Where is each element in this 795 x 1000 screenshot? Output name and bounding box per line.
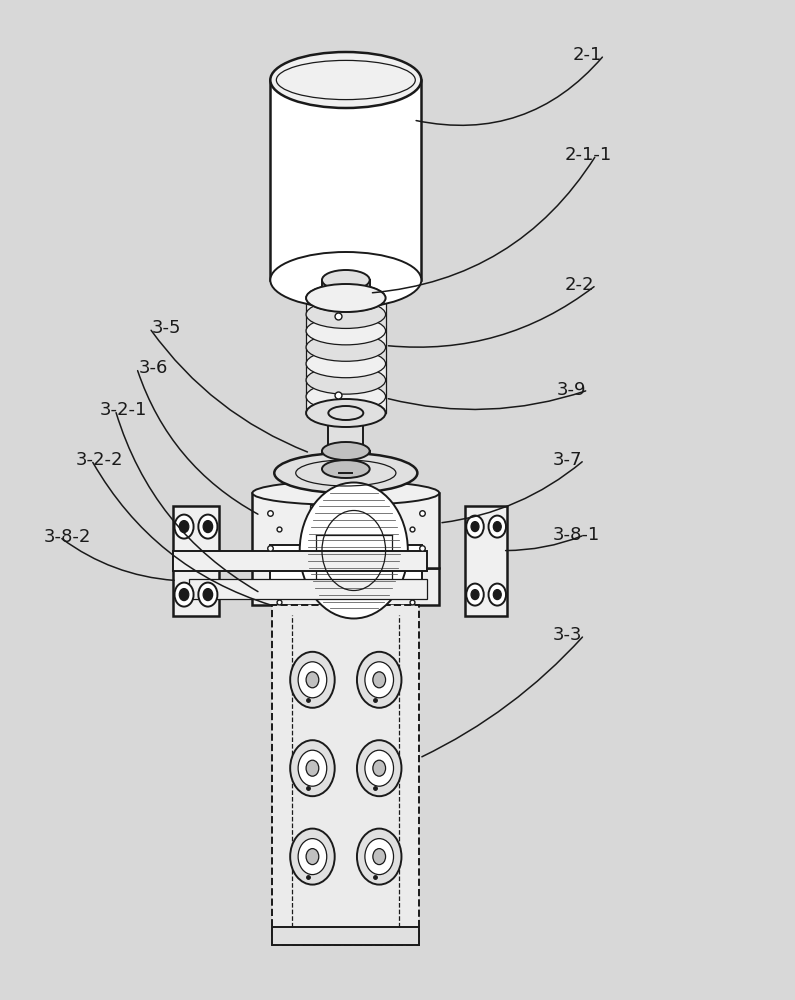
Bar — [310, 505, 382, 556]
Text: 3-9: 3-9 — [556, 381, 586, 399]
Bar — [272, 605, 420, 945]
Ellipse shape — [328, 406, 363, 420]
Ellipse shape — [290, 740, 335, 796]
Bar — [270, 80, 421, 280]
Bar — [189, 579, 427, 599]
Ellipse shape — [253, 481, 439, 505]
Ellipse shape — [290, 829, 335, 885]
Bar — [306, 314, 386, 331]
Ellipse shape — [306, 383, 386, 411]
Ellipse shape — [300, 483, 408, 618]
Ellipse shape — [365, 750, 394, 786]
Bar — [270, 545, 421, 586]
Bar — [328, 413, 363, 451]
Bar — [173, 506, 219, 616]
Ellipse shape — [274, 453, 417, 493]
Ellipse shape — [306, 333, 386, 361]
Text: 3-5: 3-5 — [152, 319, 181, 337]
Text: 3-8-1: 3-8-1 — [553, 526, 599, 544]
Ellipse shape — [322, 442, 370, 460]
Bar — [306, 380, 386, 397]
Ellipse shape — [306, 366, 386, 394]
Ellipse shape — [322, 270, 370, 290]
Bar — [306, 347, 386, 364]
Text: 3-6: 3-6 — [139, 359, 169, 377]
Ellipse shape — [493, 522, 501, 532]
Ellipse shape — [180, 521, 189, 533]
Ellipse shape — [365, 662, 394, 698]
Bar — [253, 568, 439, 605]
Ellipse shape — [357, 652, 401, 708]
Ellipse shape — [493, 590, 501, 600]
Ellipse shape — [203, 521, 213, 533]
Text: 3-3: 3-3 — [553, 626, 582, 644]
Ellipse shape — [306, 760, 319, 776]
Ellipse shape — [466, 584, 483, 606]
Text: 3-7: 3-7 — [553, 451, 582, 469]
Ellipse shape — [328, 444, 363, 458]
Ellipse shape — [306, 284, 386, 312]
Ellipse shape — [198, 583, 217, 607]
Ellipse shape — [373, 672, 386, 688]
Text: 3-2-1: 3-2-1 — [99, 401, 147, 419]
Ellipse shape — [357, 740, 401, 796]
Ellipse shape — [306, 284, 386, 312]
Ellipse shape — [471, 590, 479, 600]
Bar — [173, 551, 427, 571]
Text: 3-2-2: 3-2-2 — [76, 451, 123, 469]
Ellipse shape — [306, 317, 386, 345]
Bar — [306, 298, 386, 314]
Ellipse shape — [306, 399, 386, 427]
Bar — [306, 331, 386, 347]
Ellipse shape — [198, 515, 217, 539]
Ellipse shape — [298, 662, 327, 698]
Text: 3-8-2: 3-8-2 — [44, 528, 91, 546]
Bar — [322, 280, 370, 298]
Ellipse shape — [488, 584, 506, 606]
Bar — [306, 298, 386, 413]
Ellipse shape — [373, 760, 386, 776]
Bar — [253, 493, 439, 568]
Ellipse shape — [322, 460, 370, 478]
Ellipse shape — [180, 589, 189, 601]
Ellipse shape — [488, 516, 506, 538]
Ellipse shape — [298, 839, 327, 875]
Bar — [322, 451, 370, 469]
Ellipse shape — [290, 652, 335, 708]
Ellipse shape — [270, 52, 421, 108]
Ellipse shape — [373, 849, 386, 865]
Ellipse shape — [306, 849, 319, 865]
Bar — [272, 927, 420, 945]
Ellipse shape — [471, 522, 479, 532]
Text: 2-2: 2-2 — [564, 276, 594, 294]
Ellipse shape — [365, 839, 394, 875]
Text: 2-1-1: 2-1-1 — [564, 146, 611, 164]
Ellipse shape — [270, 252, 421, 308]
Ellipse shape — [306, 350, 386, 378]
Ellipse shape — [357, 829, 401, 885]
Bar — [306, 397, 386, 413]
Ellipse shape — [175, 515, 194, 539]
Text: 2-1: 2-1 — [572, 46, 602, 64]
Ellipse shape — [203, 589, 213, 601]
Ellipse shape — [322, 288, 370, 308]
Bar — [306, 364, 386, 380]
Ellipse shape — [466, 516, 483, 538]
Ellipse shape — [175, 583, 194, 607]
Bar — [465, 506, 506, 616]
Ellipse shape — [306, 300, 386, 328]
Ellipse shape — [306, 672, 319, 688]
Ellipse shape — [298, 750, 327, 786]
